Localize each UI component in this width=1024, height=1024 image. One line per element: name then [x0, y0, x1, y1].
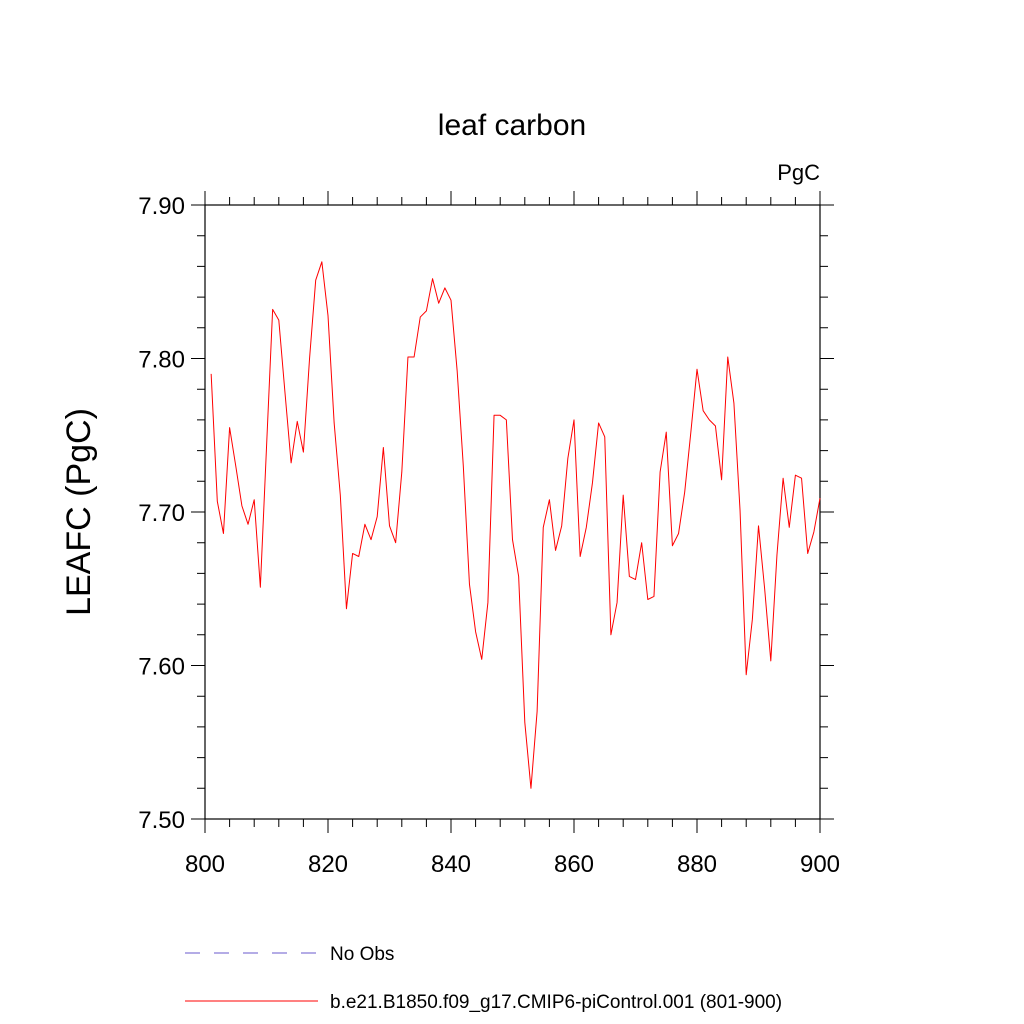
plot-axes: 800 820 840 860 880 900 7.50 7.60 7.70 7.80 7.90 — [138, 191, 840, 878]
y-tick-label: 7.60 — [138, 654, 185, 681]
plot-frame — [204, 204, 821, 820]
x-tick-label: 860 — [554, 851, 594, 878]
x-axis-ticks — [204, 191, 821, 833]
x-tick-label: 800 — [185, 851, 225, 878]
chart-title: leaf carbon — [438, 109, 586, 142]
units-label: PgC — [777, 160, 820, 185]
series-line-0 — [210, 261, 821, 789]
y-axis-ticks — [191, 204, 834, 820]
x-tick-label: 880 — [677, 851, 717, 878]
legend-label-no-obs: No Obs — [330, 944, 394, 965]
y-tick-label: 7.80 — [138, 347, 185, 374]
y-tick-label: 7.50 — [138, 807, 185, 834]
y-tick-label: 7.70 — [138, 500, 185, 527]
x-tick-label: 820 — [308, 851, 348, 878]
x-tick-label: 840 — [431, 851, 471, 878]
legend-label-picontrol: b.e21.B1850.f09_g17.CMIP6-piControl.001 … — [330, 992, 782, 1013]
y-axis-label: LEAFC (PgC) — [60, 408, 98, 616]
legend: No Obs b.e21.B1850.f09_g17.CMIP6-piContr… — [185, 944, 782, 1013]
series-layer — [210, 261, 821, 789]
x-tick-label: 900 — [800, 851, 840, 878]
y-tick-label: 7.90 — [138, 193, 185, 220]
